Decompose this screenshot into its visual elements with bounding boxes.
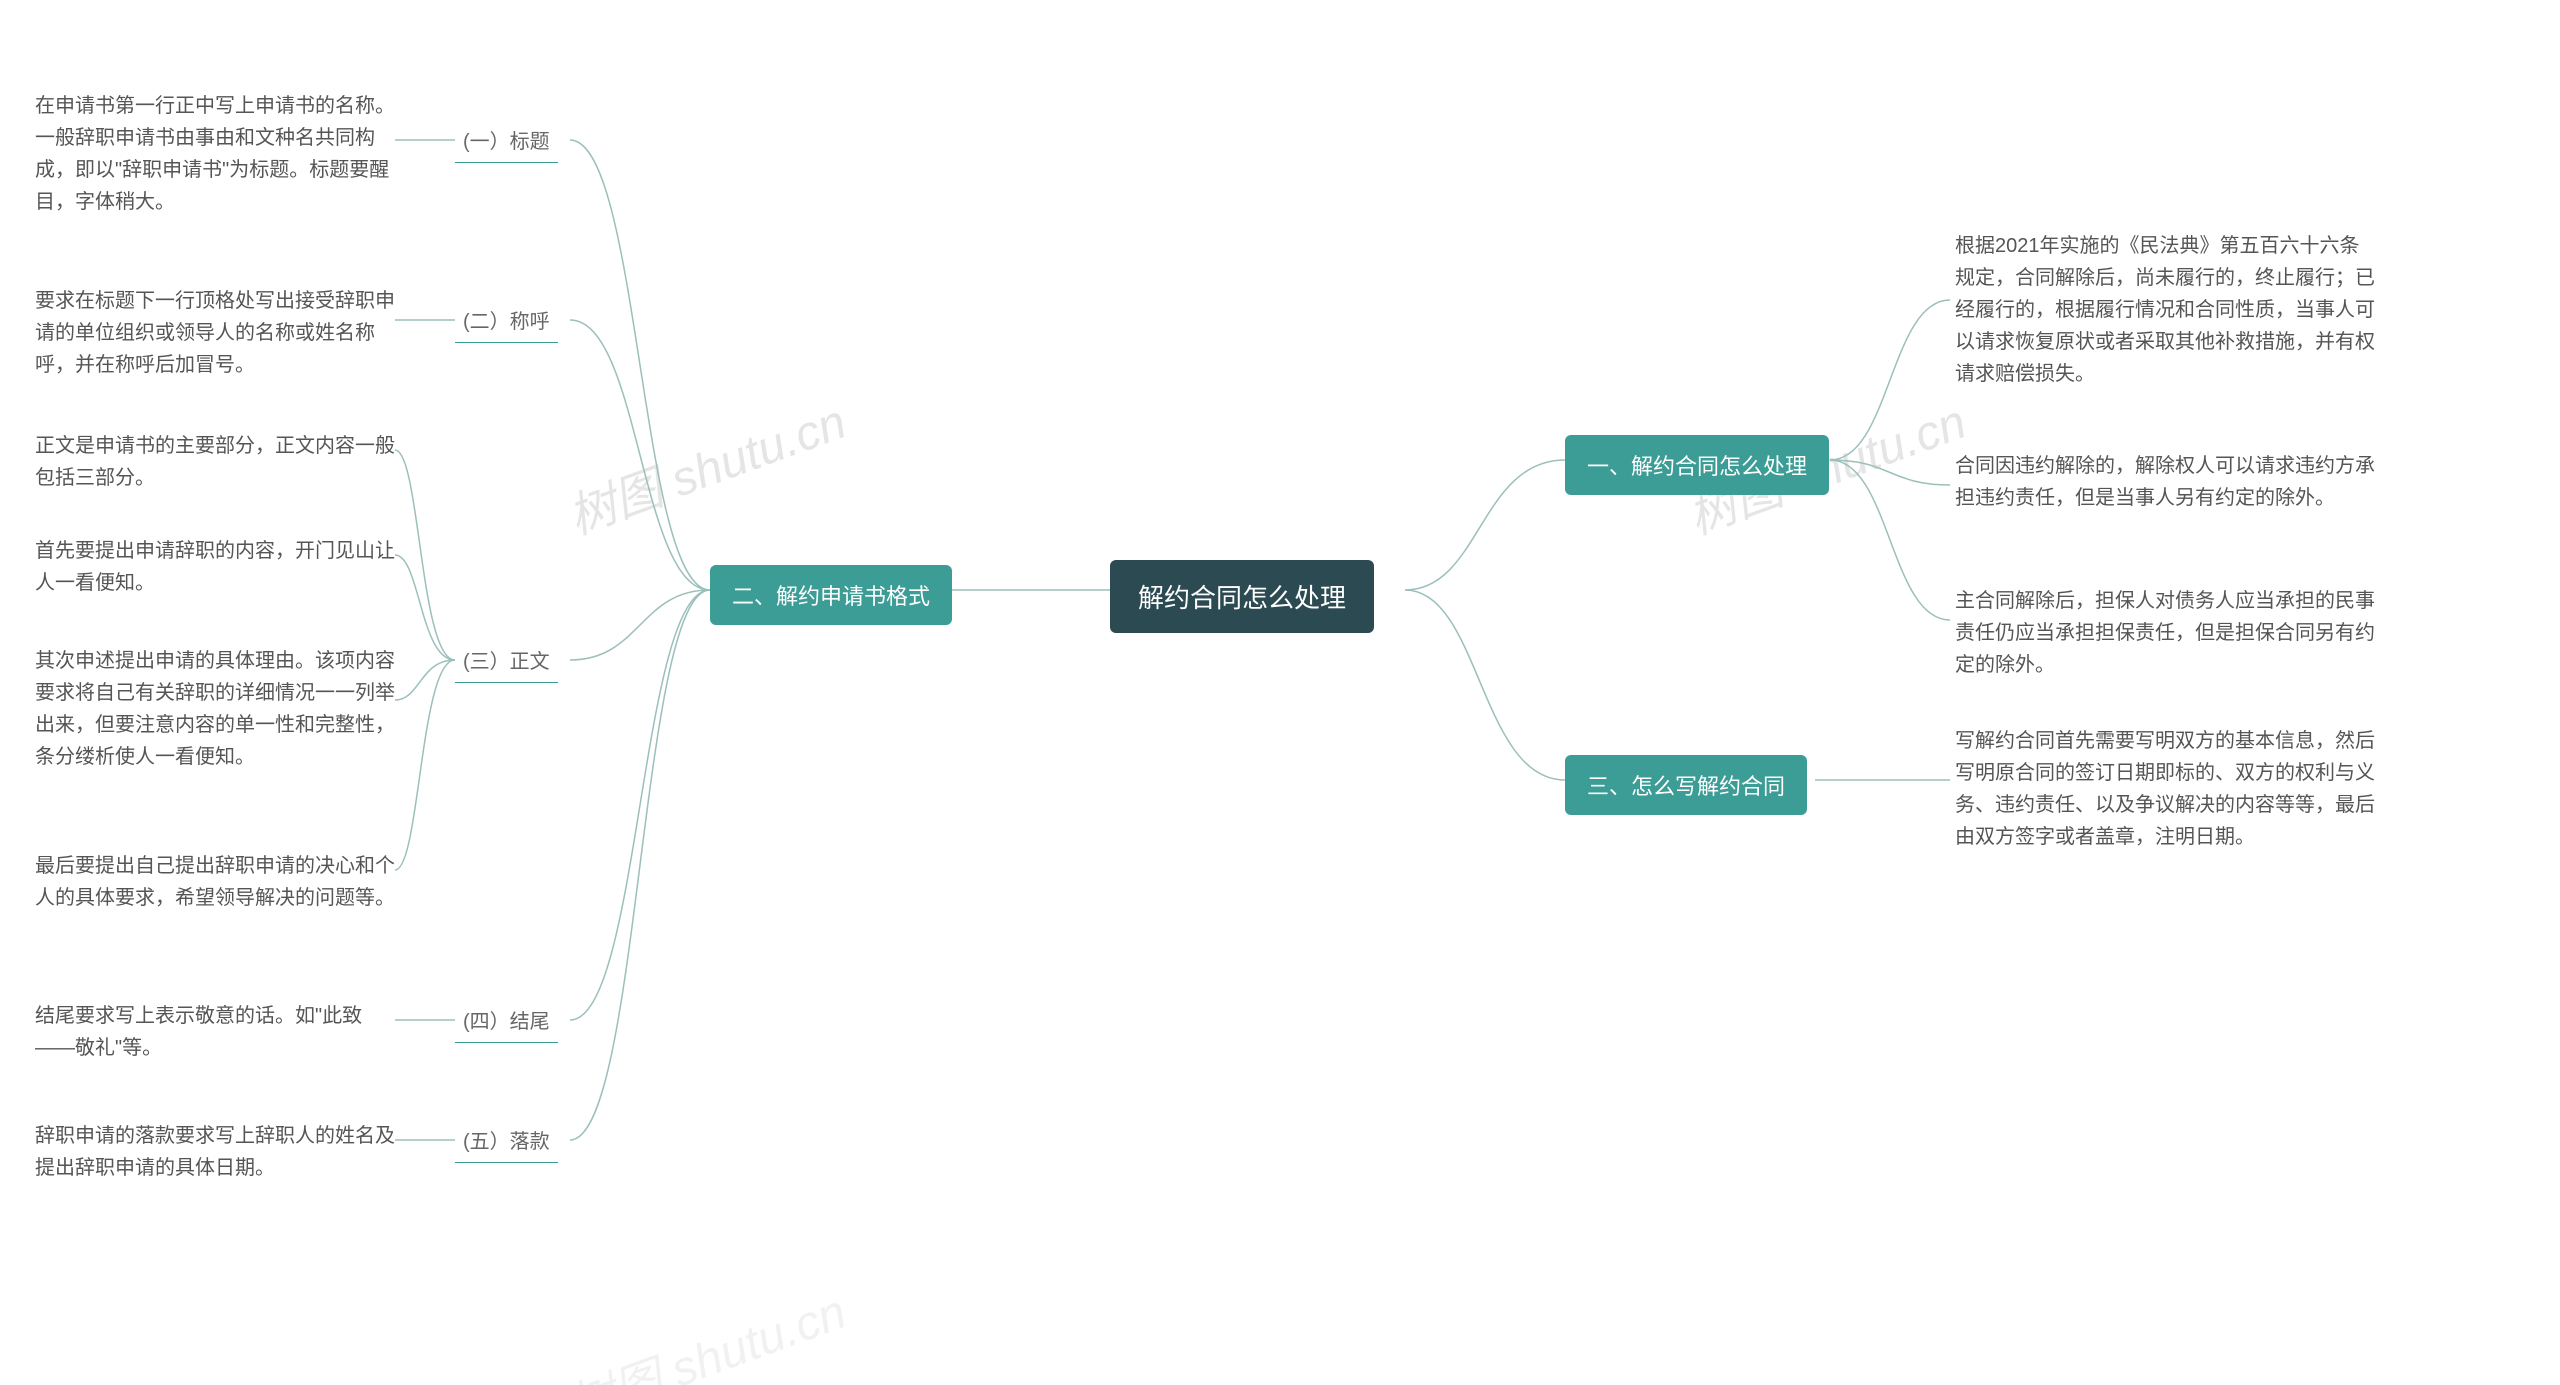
leaf-text: 其次申述提出申请的具体理由。该项内容要求将自己有关辞职的详细情况一一列举出来，但… (35, 645, 395, 773)
sub-3[interactable]: (三）正文 (455, 642, 558, 683)
sub-5[interactable]: (五）落款 (455, 1122, 558, 1163)
leaf-text: 在申请书第一行正中写上申请书的名称。一般辞职申请书由事由和文种名共同构成，即以"… (35, 90, 395, 218)
leaf-text: 结尾要求写上表示敬意的话。如"此致——敬礼"等。 (35, 1000, 395, 1064)
leaf-text: 首先要提出申请辞职的内容，开门见山让人一看便知。 (35, 535, 395, 599)
leaf-text: 写解约合同首先需要写明双方的基本信息，然后写明原合同的签订日期即标的、双方的权利… (1955, 725, 2375, 853)
sub-2[interactable]: (二）称呼 (455, 302, 558, 343)
leaf-text: 根据2021年实施的《民法典》第五百六十六条规定，合同解除后，尚未履行的，终止履… (1955, 230, 2375, 390)
leaf-text: 主合同解除后，担保人对债务人应当承担的民事责任仍应当承担担保责任，但是担保合同另… (1955, 585, 2375, 681)
watermark: 树图 shutu.cn (557, 1272, 854, 1385)
leaf-text: 合同因违约解除的，解除权人可以请求违约方承担违约责任，但是当事人另有约定的除外。 (1955, 450, 2375, 514)
watermark: 树图 shutu.cn (557, 382, 854, 547)
branch-2[interactable]: 二、解约申请书格式 (710, 565, 952, 625)
leaf-text: 要求在标题下一行顶格处写出接受辞职申请的单位组织或领导人的名称或姓名称呼，并在称… (35, 285, 395, 381)
root-node[interactable]: 解约合同怎么处理 (1110, 560, 1374, 633)
sub-1[interactable]: (一）标题 (455, 122, 558, 163)
branch-1[interactable]: 一、解约合同怎么处理 (1565, 435, 1829, 495)
sub-4[interactable]: (四）结尾 (455, 1002, 558, 1043)
leaf-text: 正文是申请书的主要部分，正文内容一般包括三部分。 (35, 430, 395, 494)
leaf-text: 辞职申请的落款要求写上辞职人的姓名及提出辞职申请的具体日期。 (35, 1120, 395, 1184)
leaf-text: 最后要提出自己提出辞职申请的决心和个人的具体要求，希望领导解决的问题等。 (35, 850, 395, 914)
branch-3[interactable]: 三、怎么写解约合同 (1565, 755, 1807, 815)
